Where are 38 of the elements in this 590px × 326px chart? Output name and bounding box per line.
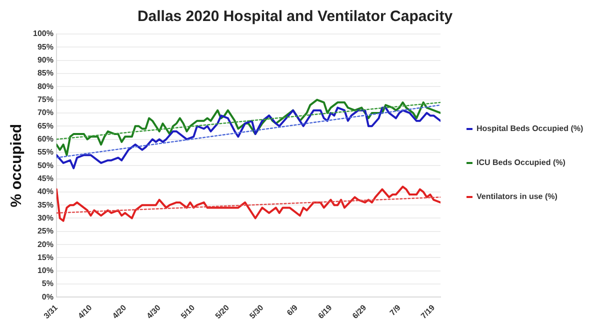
legend-label: ICU Beds Occupied (%) bbox=[476, 158, 566, 168]
x-tick-label: 3/31 bbox=[42, 302, 60, 321]
y-tick-label: 55% bbox=[37, 148, 54, 157]
y-tick-label: 60% bbox=[37, 134, 54, 144]
x-tick-label: 5/30 bbox=[248, 302, 266, 321]
x-tick-label: 7/19 bbox=[419, 302, 437, 321]
x-tick-label: 5/10 bbox=[179, 302, 197, 321]
y-axis-title: % occupied bbox=[8, 124, 26, 208]
y-tick-label: 75% bbox=[37, 95, 54, 104]
x-tick-label: 7/9 bbox=[388, 302, 403, 318]
y-tick-label: 65% bbox=[37, 121, 54, 130]
y-tick-label: 70% bbox=[37, 108, 54, 118]
legend-label: Hospital Beds Occupied (%) bbox=[476, 124, 584, 134]
x-tick-label: 6/19 bbox=[316, 302, 334, 321]
y-tick-label: 25% bbox=[37, 226, 54, 236]
y-tick-label: 80% bbox=[37, 82, 54, 91]
y-tick-label: 5% bbox=[42, 279, 54, 288]
x-tick-label: 4/10 bbox=[76, 302, 94, 321]
x-tick-label: 6/9 bbox=[285, 302, 300, 318]
y-tick-label: 30% bbox=[37, 213, 54, 222]
y-tick-label: 90% bbox=[37, 56, 54, 65]
x-tick-label: 4/30 bbox=[144, 302, 163, 321]
y-tick-label: 15% bbox=[37, 252, 54, 262]
y-tick-label: 0% bbox=[42, 292, 54, 302]
x-tick-label: 5/20 bbox=[214, 302, 232, 321]
x-tick-label: 6/29 bbox=[350, 302, 368, 321]
y-tick-label: 85% bbox=[37, 68, 54, 78]
y-tick-label: 35% bbox=[37, 200, 54, 210]
y-tick-label: 100% bbox=[32, 29, 54, 38]
y-tick-label: 95% bbox=[37, 42, 54, 52]
y-tick-label: 20% bbox=[37, 240, 54, 249]
y-tick-label: 50% bbox=[37, 160, 54, 170]
y-tick-label: 40% bbox=[37, 187, 54, 196]
chart-title: Dallas 2020 Hospital and Ventilator Capacity bbox=[137, 8, 454, 26]
x-tick-label: 4/20 bbox=[110, 302, 128, 321]
y-tick-label: 10% bbox=[37, 266, 54, 276]
y-tick-label: 45% bbox=[37, 174, 54, 183]
legend-label: Ventilators in use (%) bbox=[476, 192, 558, 202]
